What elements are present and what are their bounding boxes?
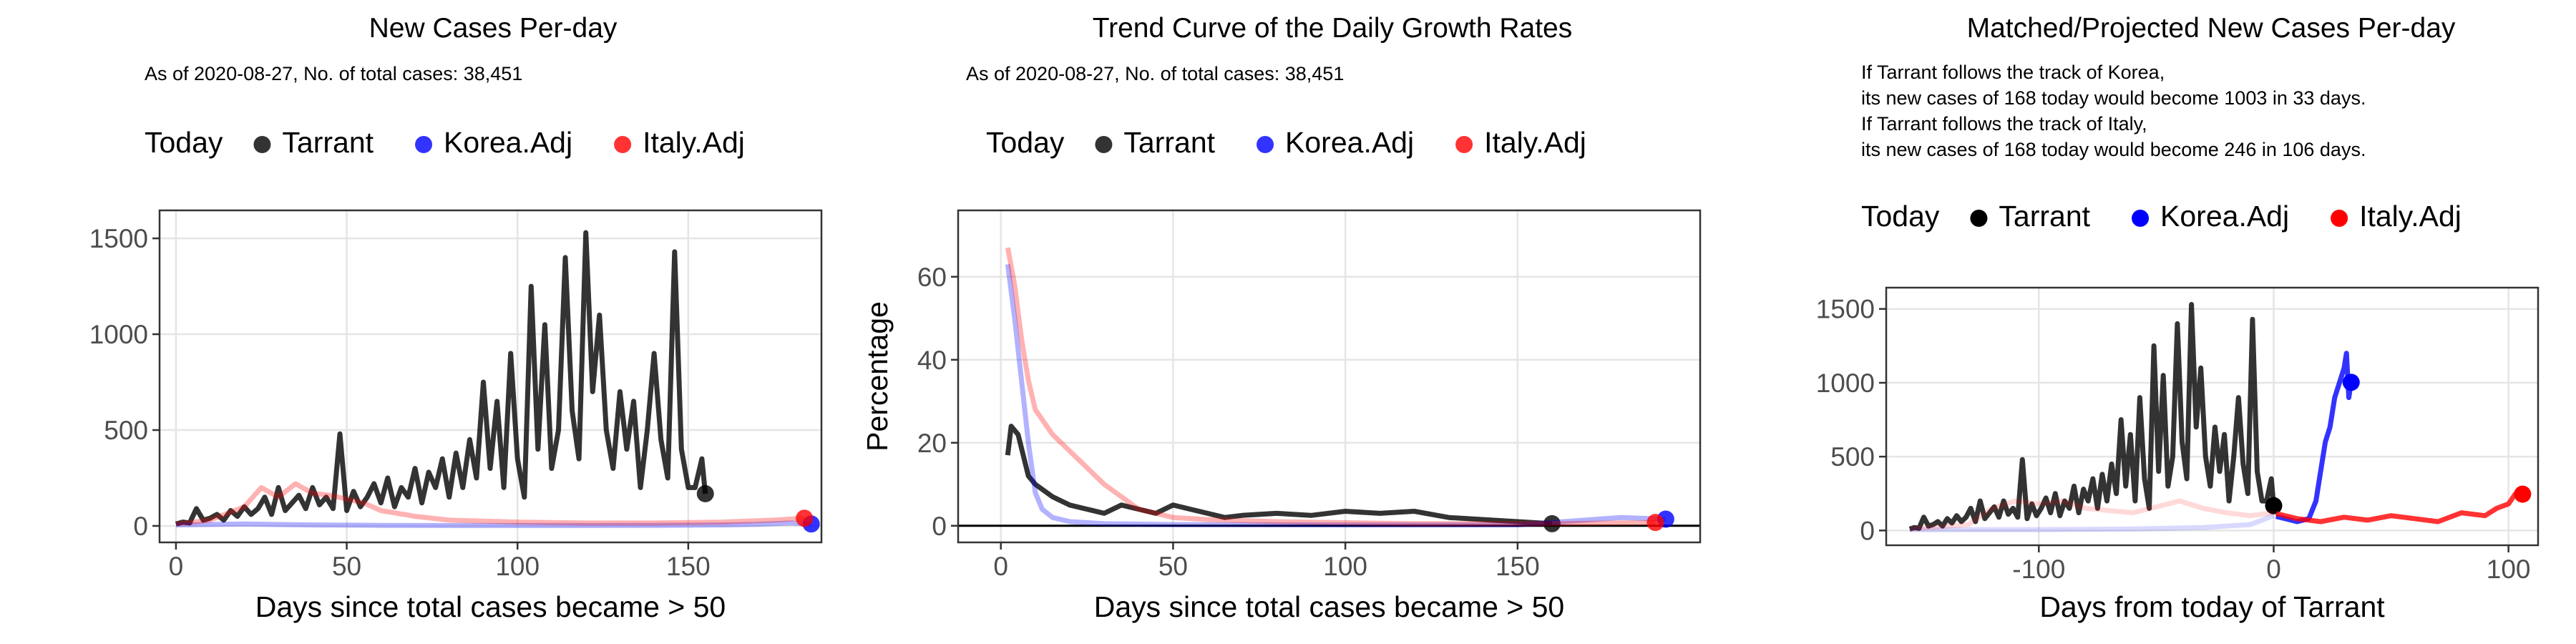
today-point — [2265, 497, 2283, 514]
subtitle: As of 2020-08-27, No. of total cases: 38… — [145, 63, 522, 84]
plot-border — [1885, 286, 2540, 547]
x-axis-title: Days since total cases became > 50 — [255, 590, 726, 623]
series-line — [1005, 424, 1553, 527]
chart-title: Trend Curve of the Daily Growth Rates — [1093, 13, 1572, 44]
annotation: its new cases of 168 today would become … — [1861, 87, 2366, 109]
legend-marker — [2331, 210, 2348, 227]
y-tick-label: 40 — [917, 346, 947, 375]
plot-area — [958, 247, 1700, 532]
plot-background — [1886, 288, 2538, 545]
y-tick-label: 20 — [917, 429, 947, 458]
legend-marker — [614, 136, 632, 153]
today-point — [2514, 485, 2532, 503]
legend-label: Tarrant — [1999, 200, 2090, 233]
annotation: its new cases of 168 today would become … — [1861, 139, 2366, 160]
series-line — [1005, 247, 1656, 527]
y-tick-label: 60 — [917, 263, 947, 292]
annotation: If Tarrant follows the track of Korea, — [1861, 62, 2165, 83]
legend-label: Tarrant — [1123, 126, 1215, 159]
y-tick-label: 1000 — [1816, 369, 1875, 398]
x-axis-title: Days from today of Tarrant — [2039, 590, 2385, 623]
legend-marker — [1257, 136, 1274, 153]
series-line — [175, 481, 805, 527]
legend-label: Italy.Adj — [1484, 126, 1586, 159]
y-tick-label: 0 — [1860, 516, 1875, 545]
annotation: If Tarrant follows the track of Italy, — [1861, 113, 2147, 135]
legend-marker — [253, 136, 271, 153]
x-tick-label: 100 — [2487, 555, 2531, 584]
y-tick-label: 1500 — [89, 224, 148, 253]
y-tick-label: 0 — [932, 512, 947, 541]
series-line — [1908, 302, 2276, 532]
today-point — [1543, 514, 1561, 532]
y-tick-label: 500 — [1830, 442, 1875, 472]
legend-label: Italy.Adj — [643, 126, 745, 159]
legend-label: Tarrant — [282, 126, 374, 159]
y-tick-label: 1000 — [89, 320, 148, 349]
legend-label: Korea.Adj — [1285, 126, 1414, 159]
x-axis-title: Days since total cases became > 50 — [1094, 590, 1564, 623]
today-point — [696, 484, 714, 502]
legend-marker — [1455, 136, 1473, 153]
x-tick-label: 150 — [666, 552, 711, 581]
x-tick-label: 50 — [332, 552, 361, 581]
today-point — [1646, 514, 1664, 532]
series-line — [2275, 491, 2525, 525]
y-tick-label: 0 — [133, 512, 148, 541]
y-tick-label: 1500 — [1816, 295, 1875, 324]
subtitle: As of 2020-08-27, No. of total cases: 38… — [966, 63, 1344, 84]
chart-panel: New Cases Per-day As of 2020-08-27, No. o… — [89, 13, 823, 623]
y-axis-title: Percentage — [861, 301, 894, 452]
x-tick-label: 0 — [169, 552, 184, 581]
x-tick-label: 0 — [2266, 555, 2281, 584]
series-line — [1005, 263, 1667, 528]
legend-title: Today — [145, 126, 223, 159]
x-tick-label: 50 — [1158, 552, 1188, 581]
legend-title: Today — [986, 126, 1065, 159]
legend-marker — [1095, 136, 1113, 153]
series-line — [1909, 498, 2274, 532]
plot-area — [1908, 302, 2532, 532]
chart-panel: Trend Curve of the Daily Growth Rates As … — [861, 13, 1702, 623]
series-line — [175, 230, 708, 527]
plot-background — [160, 210, 821, 542]
plot-border — [957, 209, 1702, 544]
x-tick-label: 100 — [495, 552, 540, 581]
x-tick-label: 100 — [1323, 552, 1367, 581]
legend-marker — [415, 136, 433, 153]
chart-panel: Matched/Projected New Cases Per-day If Ta… — [1816, 13, 2540, 623]
legend-marker — [1970, 210, 1988, 227]
plot-area — [175, 230, 820, 533]
legend-label: Italy.Adj — [2359, 200, 2462, 233]
x-tick-label: 0 — [993, 552, 1008, 581]
legend-label: Korea.Adj — [444, 126, 572, 159]
series-line — [1909, 513, 2275, 532]
series-line — [175, 520, 811, 528]
today-point — [2342, 374, 2360, 391]
x-tick-label: 150 — [1496, 552, 1540, 581]
today-point — [796, 509, 814, 527]
plot-background — [958, 210, 1700, 542]
y-tick-label: 500 — [104, 416, 148, 445]
legend-marker — [2132, 210, 2150, 227]
x-tick-label: -100 — [2012, 555, 2065, 584]
plot-border — [158, 209, 823, 544]
chart-title: Matched/Projected New Cases Per-day — [1967, 13, 2456, 44]
legend-title: Today — [1861, 200, 1940, 233]
chart-title: New Cases Per-day — [369, 13, 618, 44]
legend-label: Korea.Adj — [2160, 200, 2289, 233]
